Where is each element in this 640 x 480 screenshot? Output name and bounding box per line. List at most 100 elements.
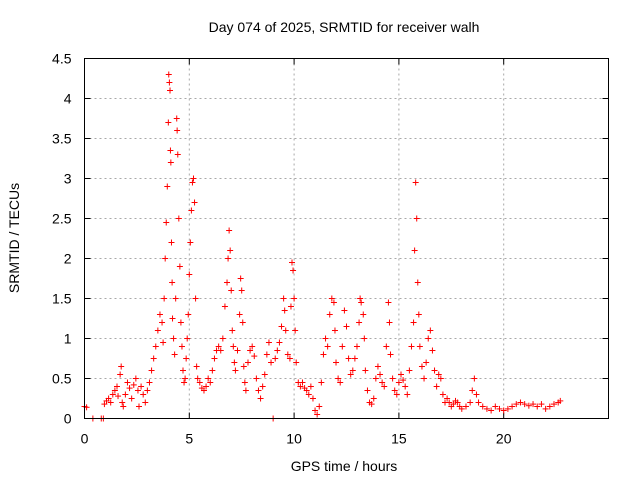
data-point bbox=[230, 343, 237, 350]
data-point bbox=[410, 319, 417, 326]
x-tick-label: 20 bbox=[496, 431, 512, 447]
data-point bbox=[284, 351, 291, 358]
data-point bbox=[360, 311, 367, 318]
data-point bbox=[391, 387, 398, 394]
data-point bbox=[207, 379, 214, 386]
data-point bbox=[154, 327, 161, 334]
data-point bbox=[326, 311, 333, 318]
data-point bbox=[400, 377, 407, 384]
data-point bbox=[237, 275, 244, 282]
data-point bbox=[190, 175, 197, 182]
chart-title: Day 074 of 2025, SRMTID for receiver wal… bbox=[209, 19, 480, 35]
data-point bbox=[268, 359, 275, 366]
data-point bbox=[469, 387, 476, 394]
data-point bbox=[128, 395, 135, 402]
data-point bbox=[224, 279, 231, 286]
data-point bbox=[291, 295, 298, 302]
data-point bbox=[117, 371, 124, 378]
data-point bbox=[431, 367, 438, 374]
data-point bbox=[257, 395, 264, 402]
data-point bbox=[427, 327, 434, 334]
data-point bbox=[282, 327, 289, 334]
data-point bbox=[135, 403, 142, 410]
data-point bbox=[281, 307, 288, 314]
data-point bbox=[240, 363, 247, 370]
data-point bbox=[425, 335, 432, 342]
data-point bbox=[386, 319, 393, 326]
data-point bbox=[492, 403, 499, 410]
data-point bbox=[500, 407, 507, 414]
data-point bbox=[105, 395, 112, 402]
data-point bbox=[372, 375, 379, 382]
data-point bbox=[185, 311, 192, 318]
data-point bbox=[345, 355, 352, 362]
data-point bbox=[249, 343, 256, 350]
data-point bbox=[134, 387, 141, 394]
data-point bbox=[322, 335, 329, 342]
data-point bbox=[174, 151, 181, 158]
data-point bbox=[167, 87, 174, 94]
data-point bbox=[196, 379, 203, 386]
data-point bbox=[113, 383, 120, 390]
data-point bbox=[551, 401, 558, 408]
data-point bbox=[437, 375, 444, 382]
data-point bbox=[404, 391, 411, 398]
data-point bbox=[395, 379, 402, 386]
data-point bbox=[162, 255, 169, 262]
data-point bbox=[370, 395, 377, 402]
data-point bbox=[331, 327, 338, 334]
data-point bbox=[169, 315, 176, 322]
data-point bbox=[217, 347, 224, 354]
y-tick-label: 3 bbox=[64, 171, 72, 187]
data-point bbox=[361, 335, 368, 342]
data-point bbox=[415, 311, 422, 318]
data-point bbox=[393, 391, 400, 398]
data-point bbox=[381, 383, 388, 390]
y-tick-label: 4.5 bbox=[52, 51, 72, 67]
data-point bbox=[542, 405, 549, 412]
data-point bbox=[385, 299, 392, 306]
data-point bbox=[138, 383, 145, 390]
data-point bbox=[180, 367, 187, 374]
data-point bbox=[377, 371, 384, 378]
data-point bbox=[483, 405, 490, 412]
data-point bbox=[471, 375, 478, 382]
data-point bbox=[413, 215, 420, 222]
data-point bbox=[439, 391, 446, 398]
data-point bbox=[215, 343, 222, 350]
data-point bbox=[429, 347, 436, 354]
data-point bbox=[356, 319, 363, 326]
data-point bbox=[557, 397, 564, 404]
data-point bbox=[174, 127, 181, 134]
data-point bbox=[115, 393, 122, 400]
x-axis-label: GPS time / hours bbox=[291, 458, 398, 474]
data-point bbox=[200, 387, 207, 394]
data-point bbox=[170, 335, 177, 342]
data-point bbox=[165, 119, 172, 126]
data-point bbox=[341, 307, 348, 314]
data-point bbox=[183, 355, 190, 362]
data-point bbox=[169, 279, 176, 286]
data-point bbox=[211, 355, 218, 362]
data-point bbox=[374, 363, 381, 370]
data-point bbox=[234, 347, 241, 354]
data-point bbox=[454, 399, 461, 406]
data-point bbox=[406, 367, 413, 374]
data-point bbox=[194, 375, 201, 382]
data-point bbox=[286, 355, 293, 362]
data-point bbox=[263, 351, 270, 358]
data-point bbox=[358, 299, 365, 306]
data-point bbox=[504, 405, 511, 412]
data-point bbox=[473, 391, 480, 398]
x-tick-label: 5 bbox=[185, 431, 193, 447]
data-point bbox=[293, 359, 300, 366]
data-point bbox=[182, 375, 189, 382]
data-point bbox=[177, 319, 184, 326]
data-point bbox=[150, 355, 157, 362]
data-point bbox=[251, 353, 258, 360]
data-point bbox=[328, 295, 335, 302]
data-point bbox=[160, 339, 167, 346]
data-point bbox=[335, 375, 342, 382]
data-point bbox=[309, 395, 316, 402]
